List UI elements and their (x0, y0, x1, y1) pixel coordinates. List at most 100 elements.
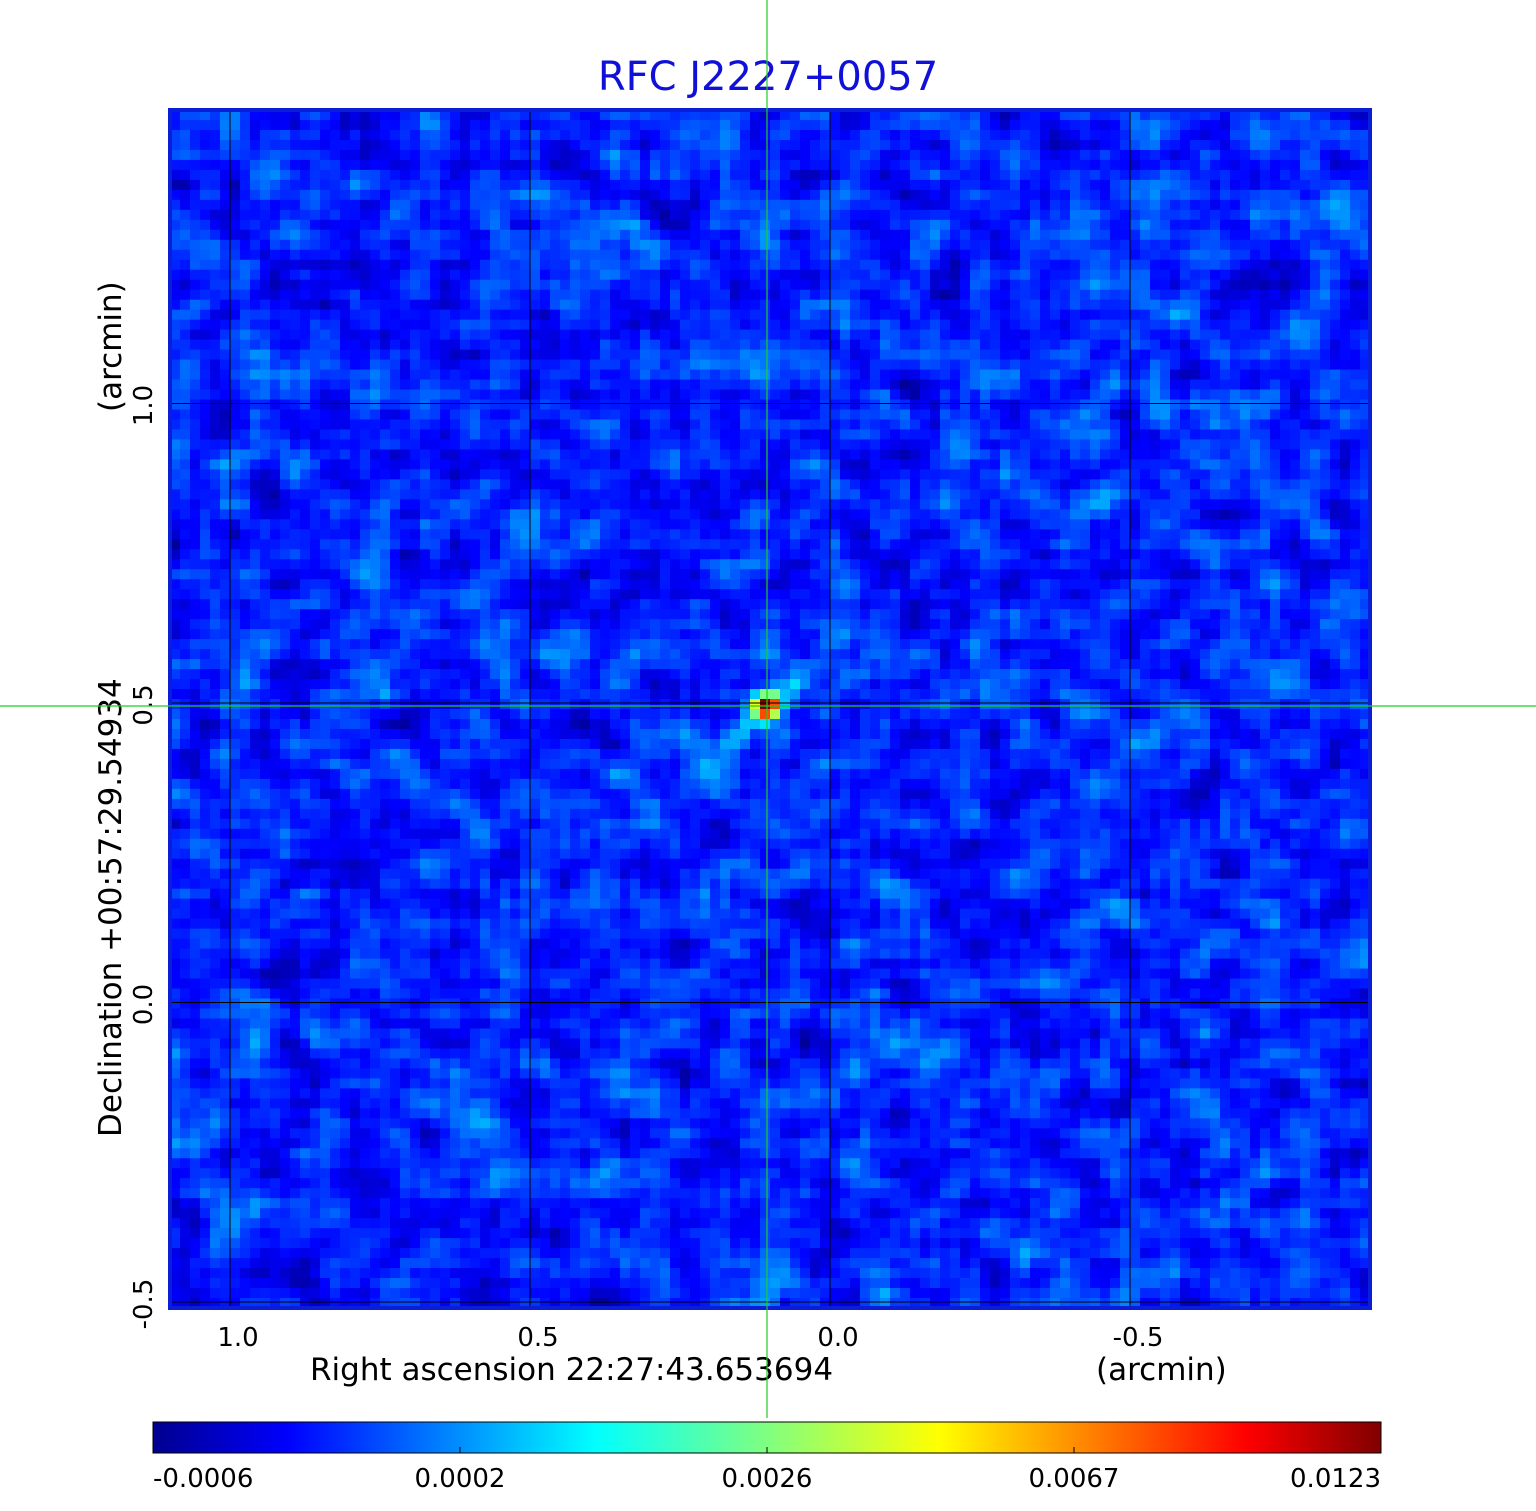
heatmap-cell (630, 179, 641, 191)
heatmap-cell (770, 459, 781, 470)
heatmap-cell (830, 489, 841, 500)
heatmap-cell (810, 169, 821, 181)
heatmap-cell (210, 169, 221, 181)
heatmap-cell (660, 249, 671, 261)
heatmap-cell (1250, 199, 1261, 211)
heatmap-cell (510, 149, 521, 161)
heatmap-cell (200, 299, 211, 311)
heatmap-cell (1090, 239, 1101, 251)
heatmap-cell (1120, 179, 1131, 191)
heatmap-cell (410, 389, 421, 401)
heatmap-cell (1090, 289, 1101, 301)
heatmap-cell (1160, 139, 1171, 151)
heatmap-cell (210, 419, 221, 430)
heatmap-cell (660, 269, 671, 281)
heatmap-cell (310, 349, 321, 361)
heatmap-cell (770, 269, 781, 281)
heatmap-cell (990, 379, 1001, 391)
heatmap-cell (870, 489, 881, 500)
heatmap-cell (200, 309, 211, 321)
heatmap-cell (300, 519, 311, 530)
heatmap-cell (230, 369, 241, 381)
heatmap-cell (1120, 379, 1131, 391)
heatmap-cell (600, 399, 611, 410)
heatmap-cell (680, 159, 691, 171)
heatmap-cell (720, 419, 731, 430)
heatmap-cell (640, 499, 651, 510)
heatmap-cell (540, 419, 551, 430)
heatmap-cell (670, 179, 681, 191)
heatmap-cell (610, 129, 621, 141)
heatmap-cell (1100, 369, 1111, 381)
heatmap-cell (770, 189, 781, 201)
heatmap-cell (660, 409, 671, 420)
heatmap-cell (1130, 429, 1141, 440)
heatmap-cell (1310, 219, 1321, 231)
heatmap-cell (1170, 419, 1181, 430)
heatmap-cell (740, 229, 751, 241)
heatmap-cell (250, 139, 261, 151)
heatmap-cell (420, 329, 431, 341)
heatmap-cell (770, 299, 781, 311)
heatmap-cell (270, 249, 281, 261)
heatmap-cell (610, 469, 621, 480)
heatmap-cell (380, 229, 391, 241)
heatmap-cell (550, 489, 561, 500)
heatmap-cell (960, 189, 971, 201)
heatmap-cell (790, 379, 801, 391)
heatmap-cell (670, 269, 681, 281)
heatmap-cell (400, 139, 411, 151)
heatmap-cell (1080, 169, 1091, 181)
heatmap-cell (1360, 179, 1371, 191)
heatmap-cell (330, 489, 341, 500)
heatmap-cell (1310, 199, 1321, 211)
heatmap-cell (1070, 169, 1081, 181)
heatmap-cell (910, 199, 921, 211)
heatmap-cell (1250, 129, 1261, 141)
heatmap-cell (830, 139, 841, 151)
heatmap-cell (670, 329, 681, 341)
heatmap-cell (280, 509, 291, 520)
heatmap-cell (480, 189, 491, 201)
heatmap-cell (740, 110, 751, 121)
heatmap-cell (230, 359, 241, 371)
heatmap-cell (740, 149, 751, 161)
heatmap-cell (230, 309, 241, 321)
heatmap-cell (1250, 309, 1261, 321)
heatmap-cell (520, 199, 531, 211)
heatmap-cell (370, 309, 381, 321)
heatmap-cell (920, 369, 931, 381)
heatmap-cell (990, 429, 1001, 440)
heatmap-cell (450, 349, 461, 361)
heatmap-cell (1220, 159, 1231, 171)
heatmap-cell (1150, 189, 1161, 201)
heatmap-cell (930, 199, 941, 211)
heatmap-cell (980, 459, 991, 470)
heatmap-cell (550, 239, 561, 251)
heatmap-cell (400, 439, 411, 450)
heatmap-cell (1120, 289, 1131, 301)
heatmap-cell (420, 129, 431, 141)
heatmap-cell (630, 159, 641, 171)
heatmap-cell (600, 299, 611, 311)
heatmap-cell (1050, 339, 1061, 351)
heatmap-cell (1190, 129, 1201, 141)
heatmap-cell (560, 209, 571, 221)
heatmap-cell (900, 179, 911, 191)
heatmap-cell (950, 199, 961, 211)
heatmap-cell (620, 149, 631, 161)
heatmap-cell (1280, 429, 1291, 440)
heatmap-cell (730, 139, 741, 151)
heatmap-cell (350, 379, 361, 391)
heatmap-cell (850, 249, 861, 261)
heatmap-cell (820, 329, 831, 341)
heatmap-cell (860, 239, 871, 251)
heatmap-cell (380, 139, 391, 151)
heatmap-cell (320, 409, 331, 420)
heatmap-cell (760, 129, 771, 141)
heatmap-cell (990, 309, 1001, 321)
heatmap-cell (720, 269, 731, 281)
heatmap-cell (1340, 129, 1351, 141)
heatmap-cell (210, 319, 221, 331)
heatmap-cell (290, 469, 301, 480)
